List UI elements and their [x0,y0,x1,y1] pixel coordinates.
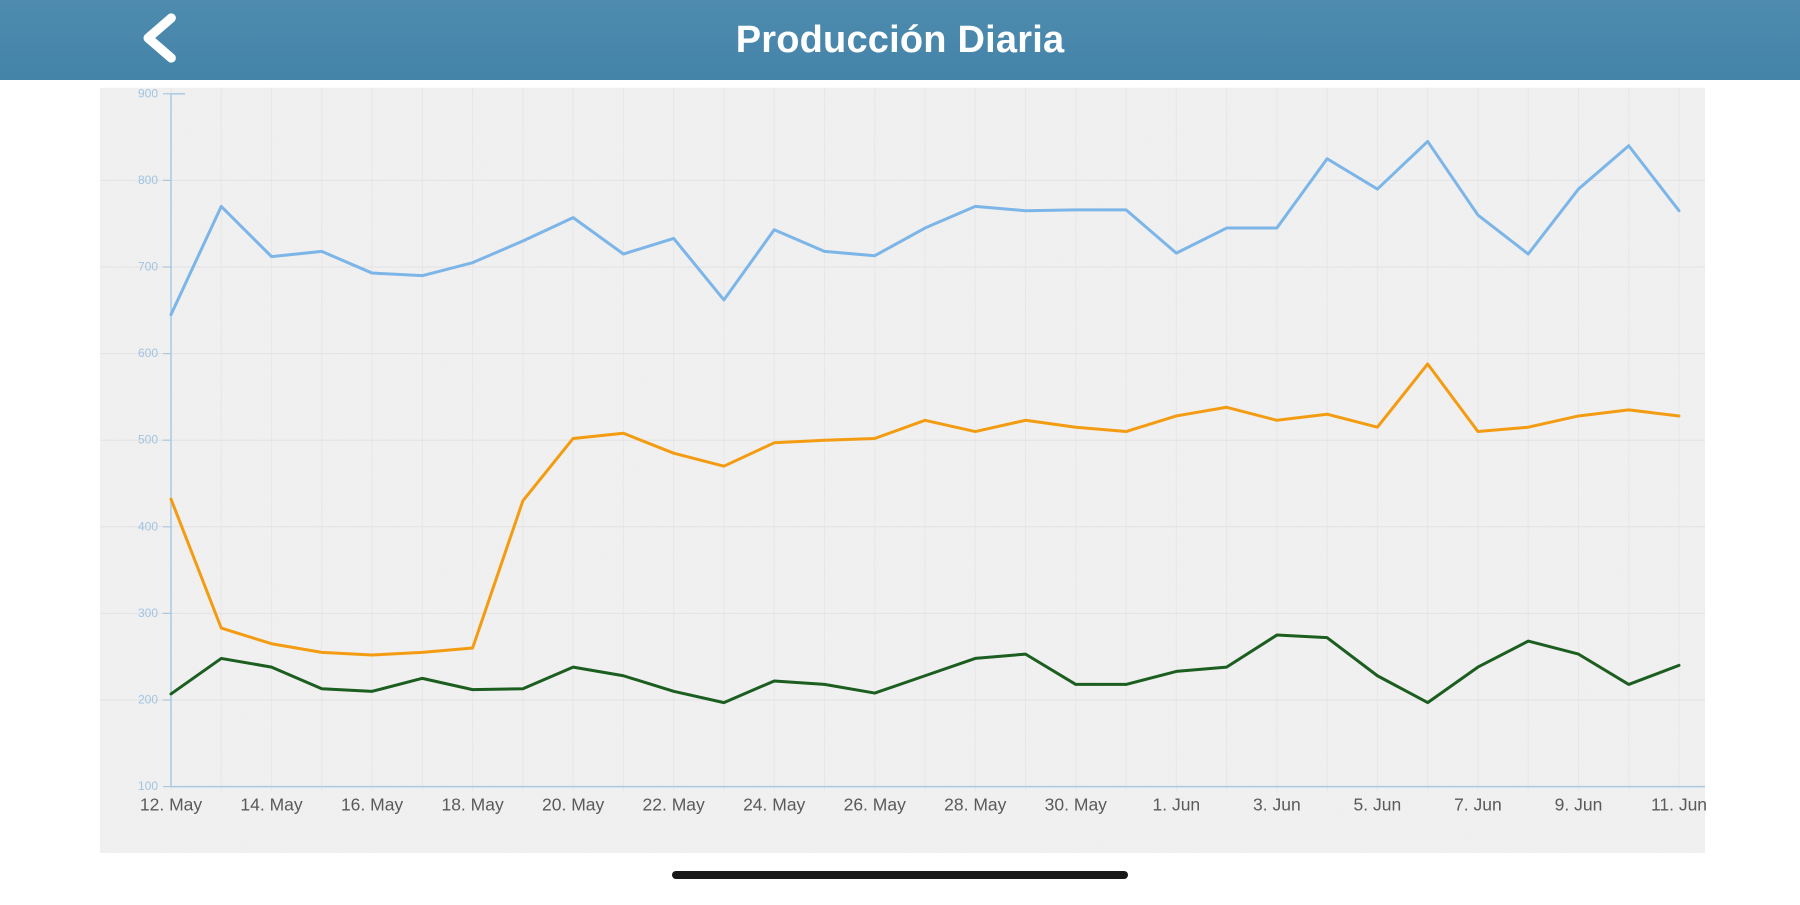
svg-text:5. Jun: 5. Jun [1354,795,1402,815]
svg-text:18. May: 18. May [441,795,503,815]
svg-text:12. May: 12. May [140,795,202,815]
svg-text:800: 800 [138,173,158,187]
svg-text:3. Jun: 3. Jun [1253,795,1301,815]
svg-text:20. May: 20. May [542,795,604,815]
svg-text:1. Jun: 1. Jun [1152,795,1200,815]
svg-text:28. May: 28. May [944,795,1006,815]
svg-text:7. Jun: 7. Jun [1454,795,1502,815]
svg-text:16. May: 16. May [341,795,403,815]
svg-text:300: 300 [138,606,158,620]
svg-text:200: 200 [138,693,158,707]
svg-text:9. Jun: 9. Jun [1555,795,1603,815]
svg-text:30. May: 30. May [1045,795,1107,815]
svg-text:600: 600 [138,346,158,360]
svg-text:14. May: 14. May [240,795,302,815]
svg-text:700: 700 [138,260,158,274]
svg-text:24. May: 24. May [743,795,805,815]
svg-text:500: 500 [138,433,158,447]
svg-text:100: 100 [138,779,158,793]
svg-text:22. May: 22. May [643,795,705,815]
svg-text:900: 900 [138,86,158,100]
svg-text:400: 400 [138,519,158,533]
svg-text:11. Jun: 11. Jun [1651,795,1707,815]
svg-text:26. May: 26. May [844,795,906,815]
